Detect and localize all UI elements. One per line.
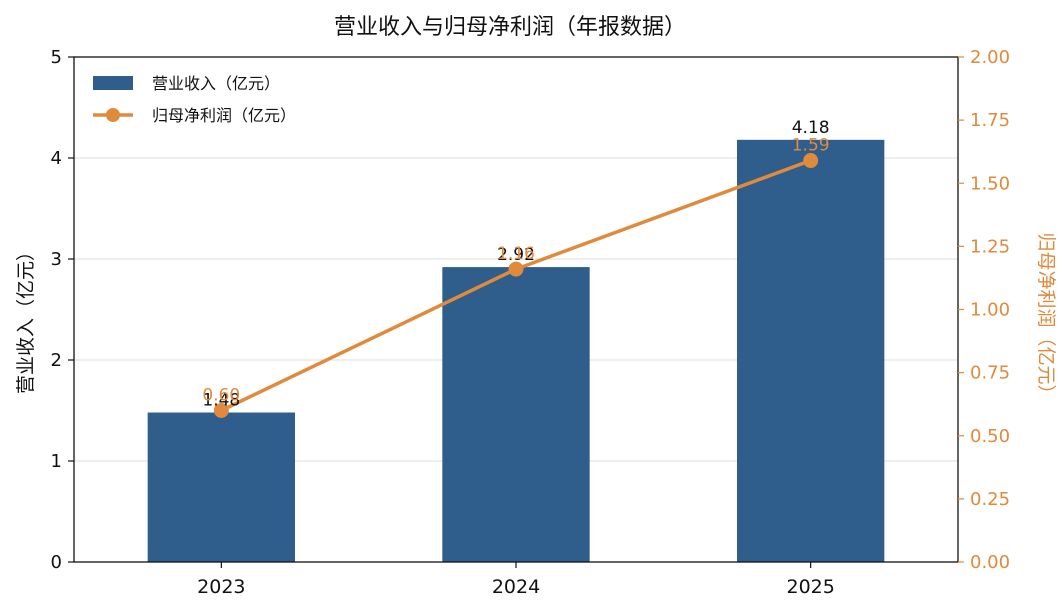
left-tick-label: 3 (51, 249, 62, 270)
right-tick-label: 2.00 (970, 47, 1010, 68)
right-axis: 0.00 0.25 0.50 0.75 1.00 1.25 1.50 1.75 2.00 (958, 47, 1010, 573)
revenue-bar-label: 1.48 (202, 391, 240, 411)
x-tick-label: 2024 (492, 576, 540, 598)
profit-line (213, 153, 819, 418)
right-tick-label: 0.25 (970, 489, 1010, 510)
right-tick-label: 1.00 (970, 300, 1010, 321)
profit-point (213, 403, 229, 418)
right-tick-label: 1.50 (970, 173, 1010, 194)
left-tick-label: 5 (51, 47, 62, 68)
revenue-bar (147, 412, 295, 562)
legend-label-revenue: 营业收入（亿元） (152, 74, 280, 93)
right-tick-label: 0.75 (970, 363, 1010, 384)
profit-point (803, 153, 819, 169)
bars (147, 139, 885, 562)
profit-point (508, 261, 524, 277)
right-tick-label: 0.50 (970, 426, 1010, 447)
data-labels: 1.48 2.92 4.18 0.60 1.16 1.59 (202, 118, 829, 411)
legend: 营业收入（亿元） 归母净利润（亿元） (93, 74, 296, 125)
left-tick-label: 2 (51, 350, 62, 371)
legend-swatch-profit-marker (106, 108, 120, 122)
revenue-bar (737, 139, 885, 562)
revenue-bar-label: 4.18 (792, 118, 830, 138)
revenue-bar (442, 267, 590, 562)
left-tick-label: 1 (51, 451, 62, 472)
left-tick-label: 4 (51, 148, 62, 169)
left-tick-label: 0 (51, 552, 62, 573)
right-axis-label: 归母净利润（亿元） (1035, 232, 1057, 403)
x-axis: 2023 2024 2025 (197, 562, 835, 598)
profit-point-label: 0.60 (202, 386, 240, 406)
profit-point-label: 1.59 (792, 136, 830, 156)
legend-label-profit: 归母净利润（亿元） (152, 106, 296, 125)
chart-title: 营业收入与归母净利润（年报数据） (334, 15, 686, 40)
x-tick-label: 2023 (197, 576, 245, 598)
x-tick-label: 2025 (786, 576, 834, 598)
right-tick-label: 1.75 (970, 110, 1010, 131)
revenue-bar-label: 2.92 (497, 245, 535, 265)
legend-swatch-revenue (93, 76, 133, 90)
right-tick-label: 0.00 (970, 552, 1010, 573)
right-tick-label: 1.25 (970, 236, 1010, 257)
left-axis-label: 营业收入（亿元） (15, 242, 37, 394)
left-axis: 0 1 2 3 4 5 (51, 47, 74, 573)
profit-point-label: 1.16 (497, 244, 535, 264)
